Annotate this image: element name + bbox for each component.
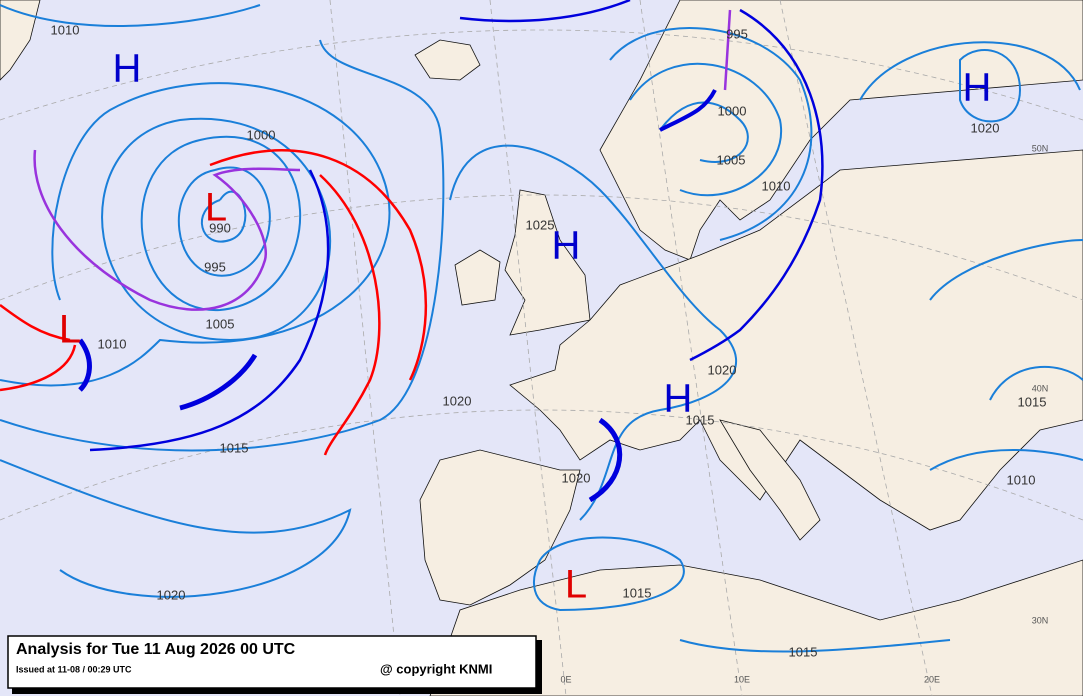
low-center: L [59, 308, 81, 352]
isobar-label: 1010 [762, 178, 791, 193]
isobar [629, 62, 783, 197]
grid-label: 40N [1032, 383, 1049, 393]
isobar-label: 1025 [526, 217, 555, 232]
isobar-label: 1015 [686, 412, 715, 427]
isobar-label: 1015 [220, 440, 249, 455]
isobar [449, 144, 737, 521]
occluded-front [723, 9, 732, 91]
isobar-label: 1005 [717, 152, 746, 167]
britain [504, 189, 591, 336]
isobar [679, 639, 951, 653]
isobar-label: 1020 [562, 470, 591, 485]
isobar [859, 41, 1083, 301]
warm-front [209, 149, 428, 381]
grid-label: 20E [924, 674, 940, 684]
grid-label: 50N [1032, 143, 1049, 153]
greenland [0, 0, 41, 81]
isobar [101, 117, 332, 342]
ireland [454, 249, 501, 306]
isobar-label: 995 [204, 259, 226, 274]
isobar-label: 1020 [157, 587, 186, 602]
low-center: L [205, 186, 227, 230]
isobar [0, 39, 445, 452]
isobar [959, 49, 1022, 123]
high-center: H [963, 66, 992, 110]
isobar [659, 101, 749, 163]
high-center: H [664, 377, 693, 421]
isobar [177, 166, 271, 277]
title-box [7, 635, 537, 689]
trough [179, 353, 258, 411]
title: Analysis for Tue 11 Aug 2026 00 UTC [16, 641, 296, 658]
high-center: H [552, 224, 581, 268]
isobar-label: 1000 [718, 103, 747, 118]
grid-label: 30N [1032, 615, 1049, 625]
iberia [419, 449, 581, 606]
low-center: L [565, 563, 587, 607]
isobar-label: 1015 [623, 585, 652, 600]
isobar [929, 365, 1083, 471]
isobar-label: 1010 [51, 22, 80, 37]
europe [509, 149, 1083, 531]
trough [77, 338, 92, 392]
trough [588, 417, 623, 503]
italy [719, 419, 821, 541]
isobar [609, 26, 813, 241]
isobar [0, 4, 261, 27]
isobar [140, 136, 302, 312]
africa [429, 559, 1083, 696]
trough [659, 89, 717, 132]
isobar-label: 990 [209, 220, 231, 235]
isobar-label: 1020 [971, 120, 1000, 135]
isobar-label: 1000 [247, 127, 276, 142]
isobar-label: 1015 [1018, 394, 1047, 409]
high-center: H [113, 47, 142, 91]
isobar [0, 459, 352, 598]
isobar-label: 1010 [1007, 472, 1036, 487]
copyright: @ copyright KNMI [380, 661, 492, 676]
isobar-label: 1020 [443, 393, 472, 408]
grid-label: 10E [734, 674, 750, 684]
isobar-label: 1020 [708, 362, 737, 377]
cold-front [689, 8, 824, 362]
occluded-front [33, 149, 301, 311]
isobar [533, 536, 685, 612]
iceland [414, 39, 481, 81]
issued: Issued at 11-08 / 00:29 UTC [16, 664, 132, 674]
isobar-label: 1015 [789, 644, 818, 659]
isobar [0, 82, 391, 387]
cold-front [89, 169, 330, 452]
isobar-label: 1005 [206, 316, 235, 331]
front [0, 303, 77, 392]
warm-front [319, 174, 381, 456]
cold-front [459, 0, 631, 23]
isobar-label: 995 [726, 26, 748, 41]
grid-label: 0E [560, 674, 571, 684]
isobar-label: 1010 [98, 336, 127, 351]
